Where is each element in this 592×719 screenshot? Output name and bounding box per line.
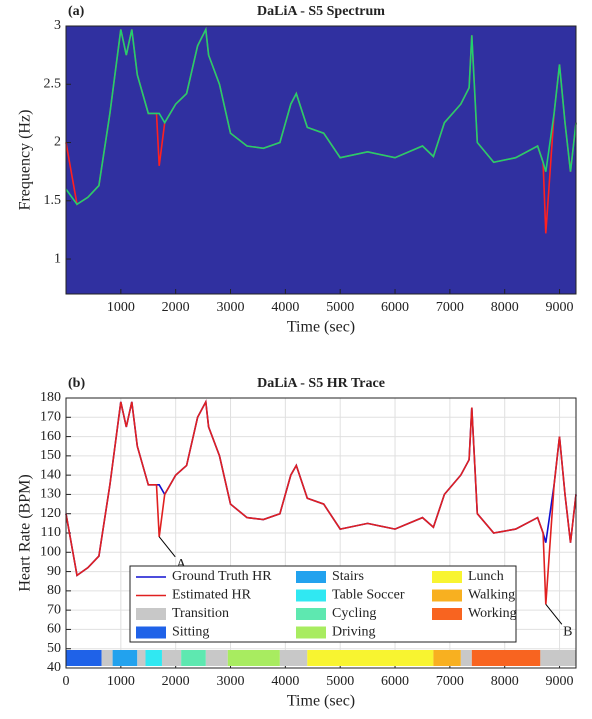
activity-segment bbox=[433, 650, 461, 666]
activity-segment bbox=[101, 650, 113, 666]
legend-label: Lunch bbox=[468, 569, 504, 584]
legend-label: Stairs bbox=[332, 569, 364, 584]
y-tick-label: 140 bbox=[40, 467, 61, 482]
x-tick-label: 4000 bbox=[271, 300, 299, 315]
activity-segment bbox=[145, 650, 162, 666]
y-axis-label: Frequency (Hz) bbox=[17, 110, 34, 211]
x-tick-label: 1000 bbox=[107, 674, 135, 689]
x-tick-label: 3000 bbox=[217, 300, 245, 315]
annotation-arrow bbox=[158, 536, 176, 558]
series-line bbox=[65, 26, 577, 206]
activity-segment bbox=[205, 650, 228, 666]
panel-label: (b) bbox=[68, 376, 85, 391]
legend-label: Estimated HR bbox=[172, 588, 252, 603]
y-tick-label: 170 bbox=[40, 410, 61, 425]
x-axis-label: Time (sec) bbox=[287, 319, 355, 336]
y-tick-label: 160 bbox=[40, 429, 61, 444]
x-tick-label: 7000 bbox=[436, 300, 464, 315]
x-tick-label: 2000 bbox=[162, 674, 190, 689]
activity-segment bbox=[181, 650, 206, 666]
y-tick-label: 80 bbox=[47, 583, 61, 598]
legend-swatch bbox=[432, 589, 462, 602]
y-tick-label: 60 bbox=[47, 622, 61, 637]
activity-segment bbox=[137, 650, 146, 666]
legend-label: Working bbox=[468, 606, 517, 621]
y-tick-label: 130 bbox=[40, 487, 61, 502]
legend-label: Driving bbox=[332, 625, 376, 640]
annotation-arrow bbox=[545, 604, 563, 625]
x-tick-label: 0 bbox=[63, 674, 70, 689]
y-tick-label: 90 bbox=[47, 564, 61, 579]
x-tick-label: 2000 bbox=[162, 300, 190, 315]
y-tick-label: 180 bbox=[40, 390, 61, 405]
y-tick-label: 1.5 bbox=[44, 193, 62, 208]
x-tick-label: 7000 bbox=[436, 674, 464, 689]
legend-swatch bbox=[296, 571, 326, 583]
x-axis-label: Time (sec) bbox=[287, 693, 355, 710]
x-tick-label: 4000 bbox=[271, 674, 299, 689]
y-tick-label: 100 bbox=[40, 545, 61, 560]
activity-segment bbox=[112, 650, 138, 666]
activity-segment bbox=[66, 650, 102, 666]
y-tick-label: 70 bbox=[47, 602, 61, 617]
legend-label: Table Soccer bbox=[332, 588, 405, 603]
legend-swatch bbox=[432, 608, 462, 620]
legend-label: Ground Truth HR bbox=[172, 569, 272, 584]
legend-swatch bbox=[296, 589, 326, 602]
y-tick-label: 110 bbox=[41, 525, 61, 540]
legend-label: Sitting bbox=[172, 625, 209, 640]
plot-area bbox=[66, 26, 576, 294]
legend-swatch bbox=[136, 608, 166, 620]
activity-segment bbox=[227, 650, 280, 666]
x-tick-label: 9000 bbox=[546, 674, 574, 689]
legend-label: Walking bbox=[468, 588, 515, 603]
annotation: A bbox=[176, 557, 187, 572]
x-tick-label: 6000 bbox=[381, 300, 409, 315]
x-tick-label: 1000 bbox=[107, 300, 135, 315]
activity-segment bbox=[279, 650, 308, 666]
legend-swatch bbox=[296, 608, 326, 620]
legend-swatch bbox=[136, 626, 166, 639]
y-tick-label: 2.5 bbox=[44, 76, 62, 91]
plot-frame bbox=[65, 25, 577, 295]
x-tick-label: 5000 bbox=[326, 300, 354, 315]
y-tick-label: 40 bbox=[47, 660, 61, 675]
activity-segment bbox=[460, 650, 472, 666]
activity-segment bbox=[161, 650, 182, 666]
x-tick-label: 6000 bbox=[381, 674, 409, 689]
x-tick-label: 3000 bbox=[217, 674, 245, 689]
activity-segment bbox=[307, 650, 434, 666]
series-line bbox=[65, 399, 577, 605]
y-tick-label: 2 bbox=[54, 135, 61, 150]
activity-segment bbox=[540, 650, 576, 666]
y-tick-label: 1 bbox=[54, 251, 61, 266]
x-tick-label: 8000 bbox=[491, 300, 519, 315]
x-tick-label: 5000 bbox=[326, 674, 354, 689]
legend-label: Transition bbox=[172, 606, 229, 621]
activity-segment bbox=[471, 650, 541, 666]
legend-swatch bbox=[296, 626, 326, 639]
x-tick-label: 9000 bbox=[546, 300, 574, 315]
x-tick-label: 8000 bbox=[491, 674, 519, 689]
legend-swatch bbox=[432, 571, 462, 583]
y-axis-label: Heart Rate (BPM) bbox=[17, 474, 34, 591]
chart-title: DaLiA - S5 HR Trace bbox=[257, 376, 385, 391]
y-tick-label: 50 bbox=[47, 641, 61, 656]
y-tick-label: 150 bbox=[40, 448, 61, 463]
legend-label: Cycling bbox=[332, 606, 376, 621]
y-tick-label: 3 bbox=[54, 18, 61, 33]
y-tick-label: 120 bbox=[40, 506, 61, 521]
chart-title: DaLiA - S5 Spectrum bbox=[257, 4, 385, 19]
panel-label: (a) bbox=[68, 4, 85, 19]
annotation: B bbox=[563, 625, 572, 640]
plot-frame bbox=[65, 397, 577, 669]
